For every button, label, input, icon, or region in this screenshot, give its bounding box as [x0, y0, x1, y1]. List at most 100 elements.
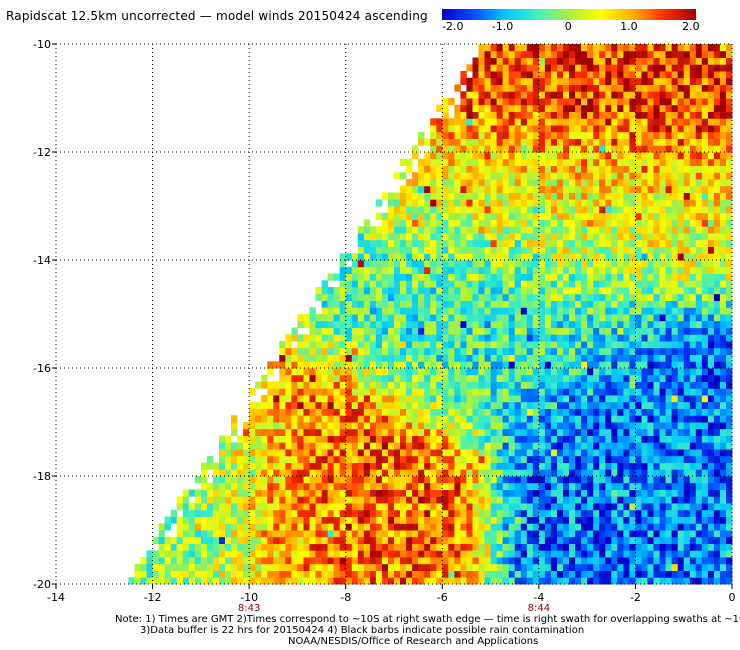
- heatmap-cell: [617, 449, 624, 457]
- heatmap-cell: [188, 509, 196, 517]
- heatmap-cell: [689, 415, 697, 423]
- heatmap-cell: [508, 462, 516, 470]
- heatmap-cell: [581, 253, 588, 261]
- heatmap-cell: [466, 530, 473, 538]
- heatmap-cell: [327, 408, 334, 416]
- heatmap-cell: [587, 179, 594, 187]
- heatmap-cell: [496, 341, 503, 349]
- heatmap-cell: [291, 374, 298, 382]
- heatmap-cell: [544, 300, 552, 308]
- heatmap-cell: [683, 239, 691, 247]
- heatmap-cell: [400, 347, 407, 355]
- heatmap-cell: [605, 273, 612, 281]
- heatmap-cell: [665, 354, 672, 362]
- heatmap-cell: [641, 503, 648, 511]
- heatmap-cell: [671, 503, 678, 511]
- heatmap-cell: [315, 523, 322, 531]
- heatmap-cell: [683, 327, 691, 335]
- heatmap-cell: [200, 503, 208, 511]
- heatmap-cell: [472, 435, 479, 443]
- heatmap-cell: [394, 246, 401, 254]
- heatmap-cell: [381, 455, 389, 463]
- heatmap-cell: [557, 462, 564, 470]
- heatmap-cell: [466, 570, 473, 578]
- heatmap-cell: [707, 435, 715, 443]
- heatmap-cell: [593, 347, 600, 355]
- heatmap-cell: [351, 509, 359, 517]
- heatmap-cell: [689, 469, 697, 477]
- heatmap-cell: [623, 462, 630, 470]
- heatmap-cell: [454, 503, 461, 511]
- heatmap-cell: [285, 496, 292, 504]
- heatmap-cell: [158, 530, 165, 538]
- heatmap-cell: [520, 496, 528, 504]
- heatmap-cell: [339, 557, 347, 565]
- heatmap-cell: [538, 354, 546, 362]
- heatmap-cell: [599, 523, 606, 531]
- heatmap-cell: [424, 158, 431, 166]
- heatmap-cell: [194, 577, 202, 585]
- heatmap-cell: [394, 354, 401, 362]
- heatmap-cell: [454, 557, 461, 565]
- heatmap-cell: [701, 219, 709, 227]
- heatmap-cell: [345, 334, 353, 342]
- heatmap-cell: [375, 226, 383, 234]
- heatmap-cell: [707, 442, 715, 450]
- heatmap-cell: [466, 260, 473, 268]
- heatmap-cell: [701, 172, 709, 180]
- heatmap-cell: [695, 179, 703, 187]
- heatmap-cell: [200, 496, 208, 504]
- heatmap-cell: [363, 361, 371, 369]
- heatmap-cell: [327, 435, 334, 443]
- heatmap-cell: [484, 442, 491, 450]
- heatmap-cell: [605, 408, 612, 416]
- heatmap-cell: [466, 287, 473, 295]
- heatmap-cell: [641, 300, 648, 308]
- heatmap-cell: [665, 516, 672, 524]
- heatmap-cell: [557, 415, 564, 423]
- heatmap-cell: [345, 530, 353, 538]
- heatmap-cell: [605, 226, 612, 234]
- heatmap-cell: [581, 165, 588, 173]
- heatmap-cell: [315, 293, 322, 301]
- heatmap-cell: [454, 280, 461, 288]
- heatmap-cell: [255, 523, 262, 531]
- heatmap-cell: [538, 185, 546, 193]
- heatmap-cell: [653, 543, 660, 551]
- heatmap-cell: [472, 361, 479, 369]
- heatmap-cell: [357, 368, 365, 376]
- heatmap-cell: [707, 401, 715, 409]
- heatmap-cell: [363, 273, 371, 281]
- heatmap-cell: [460, 462, 467, 470]
- heatmap-cell: [544, 435, 552, 443]
- heatmap-cell: [400, 428, 407, 436]
- heatmap-cell: [538, 212, 546, 220]
- heatmap-cell: [472, 415, 479, 423]
- heatmap-cell: [496, 260, 503, 268]
- heatmap-cell: [526, 145, 534, 153]
- heatmap-cell: [381, 327, 389, 335]
- heatmap-cell: [442, 327, 449, 335]
- heatmap-cell: [683, 536, 691, 544]
- heatmap-cell: [394, 273, 401, 281]
- heatmap-cell: [623, 179, 630, 187]
- heatmap-cell: [532, 280, 540, 288]
- heatmap-cell: [490, 462, 497, 470]
- heatmap-cell: [297, 523, 304, 531]
- heatmap-cell: [514, 293, 522, 301]
- heatmap-cell: [544, 449, 552, 457]
- heatmap-cell: [508, 212, 516, 220]
- heatmap-cell: [345, 543, 353, 551]
- heatmap-cell: [587, 293, 594, 301]
- heatmap-cell: [611, 361, 618, 369]
- heatmap-cell: [351, 428, 359, 436]
- heatmap-cell: [641, 253, 648, 261]
- heatmap-cell: [321, 550, 328, 558]
- heatmap-cell: [665, 476, 672, 484]
- heatmap-cell: [430, 266, 437, 274]
- heatmap-cell: [490, 341, 497, 349]
- heatmap-cell: [659, 233, 666, 241]
- heatmap-cell: [436, 543, 443, 551]
- heatmap-cell: [508, 496, 516, 504]
- heatmap-cell: [212, 530, 220, 538]
